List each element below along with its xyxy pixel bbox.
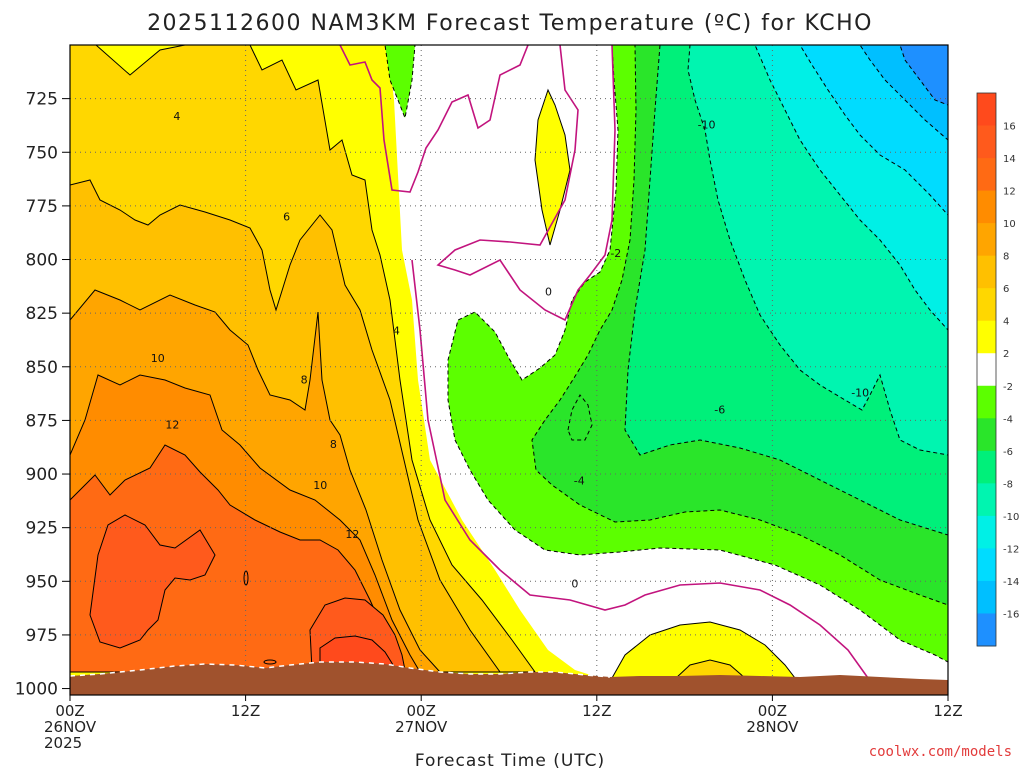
colorbar-bin	[977, 320, 996, 354]
colorbar-bin	[977, 223, 996, 257]
y-tick-label: 925	[26, 519, 58, 539]
plot-frame	[69, 44, 949, 696]
contour-label: 12	[345, 528, 359, 541]
colorbar-bin	[977, 613, 996, 647]
x-tick-label: 12Z	[231, 702, 260, 720]
closed-contour-tiny	[263, 659, 277, 665]
isotherm-zero-upper	[339, 45, 529, 193]
x-tick-label: 00Z	[55, 702, 84, 720]
y-tick-label: 800	[26, 251, 58, 271]
colorbar-label: 6	[1003, 284, 1009, 295]
colorbar-bin	[977, 288, 996, 322]
contour-label: 10	[151, 352, 165, 365]
x-tick-label: 28NOV	[746, 718, 799, 736]
contour-label: 0	[571, 577, 578, 590]
colorbar-bin	[977, 418, 996, 452]
colorbar-bin	[977, 125, 996, 159]
region-yellow-bottom	[611, 621, 797, 679]
ground-terrain	[70, 662, 948, 695]
colorbar-label: -4	[1003, 414, 1013, 425]
contour-label: 4	[393, 324, 400, 337]
x-tick-label: 00Z	[758, 702, 787, 720]
colorbar-label: -8	[1003, 479, 1013, 490]
y-tick-label: 750	[26, 143, 58, 163]
y-tick-label: 1000	[15, 680, 58, 700]
y-tick-label: 775	[26, 197, 58, 217]
y-tick-label: 950	[26, 572, 58, 592]
colorbar-label: 10	[1003, 219, 1016, 230]
contour-label: 10	[313, 479, 327, 492]
contour-label: -10	[698, 118, 716, 131]
colorbar-label: -2	[1003, 382, 1013, 393]
y-tick-label: 875	[26, 411, 58, 431]
colorbar-label: 2	[1003, 349, 1009, 360]
colorbar: 16 14 12 10 8 6 4 2 -2 -4 -6 -8 -10 -12 -14 -16	[976, 92, 1019, 647]
colorbar-bin	[977, 158, 996, 192]
colorbar-label: 14	[1003, 154, 1016, 165]
colorbar-label: -6	[1003, 447, 1013, 458]
colorbar-label: -14	[1003, 577, 1019, 588]
y-tick-label: 900	[26, 465, 58, 485]
chart-title: 2025112600 NAM3KM Forecast Temperature (…	[147, 11, 873, 36]
colorbar-label: 8	[1003, 252, 1009, 263]
contour-label: 8	[330, 438, 337, 451]
region-m2-m4-top	[384, 45, 416, 120]
isotherm-zero-main	[436, 45, 616, 322]
contour-label: -10	[851, 387, 869, 400]
colorbar-label: 12	[1003, 187, 1016, 198]
y-axis-labels: 725 750 775 800 825 850 875 900 925 950 975 1000	[15, 90, 70, 700]
colorbar-label: -12	[1003, 544, 1019, 555]
colorbar-label: -10	[1003, 512, 1019, 523]
colorbar-label: 4	[1003, 317, 1009, 328]
colorbar-label: 16	[1003, 122, 1016, 133]
y-tick-label: 850	[26, 358, 58, 378]
x-tick-label: 2025	[44, 734, 82, 752]
isotherm-zero-lower	[411, 259, 869, 679]
colorbar-frame	[976, 92, 997, 647]
x-tick-label: 26NOV	[44, 718, 97, 736]
region-14-16	[89, 514, 216, 649]
colorbar-bin	[977, 353, 996, 387]
region-m16-m18	[899, 45, 948, 106]
colorbar-bin	[977, 450, 996, 484]
region-yellow-lens	[534, 88, 571, 246]
contour-label: 4	[173, 110, 180, 123]
x-axis-title: Forecast Time (UTC)	[415, 751, 605, 768]
contour-label: 12	[165, 419, 179, 432]
contour-label: -2	[610, 247, 621, 260]
x-tick-label: 12Z	[933, 702, 962, 720]
colorbar-bin	[977, 515, 996, 549]
x-tick-label: 12Z	[582, 702, 611, 720]
y-tick-label: 825	[26, 304, 58, 324]
x-tick-label: 00Z	[407, 702, 436, 720]
y-tick-label: 975	[26, 626, 58, 646]
x-tick-label: 27NOV	[395, 718, 448, 736]
y-tick-label: 725	[26, 90, 58, 110]
contour-label: 6	[283, 211, 290, 224]
colorbar-bin	[977, 385, 996, 419]
grid	[70, 45, 948, 695]
contour-labels: 4 6 10 8 4 8 12 10 12 0 -2 -10 -6 -10 -4 0	[151, 110, 869, 591]
colorbar-bin	[977, 483, 996, 517]
colorbar-bin	[977, 580, 996, 614]
plot-area	[70, 45, 948, 695]
colorbar-bin	[977, 190, 996, 224]
region-m6-m8-pocket	[567, 394, 593, 441]
credit-text: coolwx.com/models	[869, 744, 1012, 760]
colorbar-bin	[977, 255, 996, 289]
contour-label: -4	[574, 474, 585, 487]
contour-label: 0	[545, 286, 552, 299]
ground-edge	[70, 661, 611, 678]
contour-label: 8	[301, 374, 308, 387]
colorbar-label: -16	[1003, 609, 1019, 620]
colorbar-bin	[977, 548, 996, 582]
colorbar-bin	[977, 93, 996, 127]
contour-label: -6	[714, 404, 725, 417]
